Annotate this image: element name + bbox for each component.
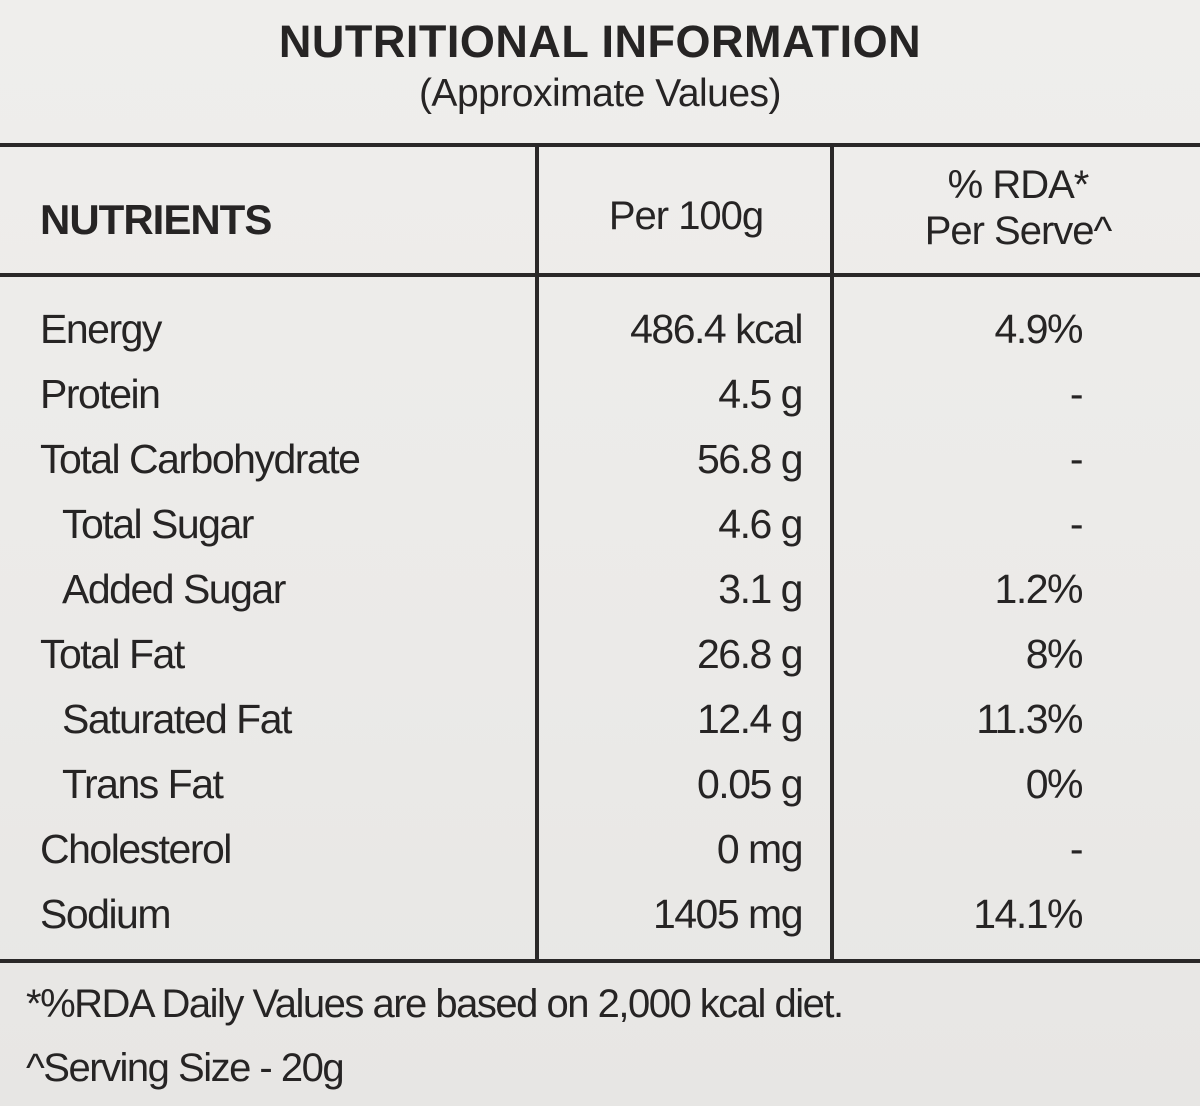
- table-row: Protein 4.5 g -: [0, 371, 1200, 436]
- table-row: Saturated Fat 12.4 g 11.3%: [0, 696, 1200, 761]
- footnote-rda: *%RDA Daily Values are based on 2,000 kc…: [26, 982, 844, 1026]
- nutrient-rda: 0%: [1025, 761, 1084, 807]
- nutrient-rda: 8%: [1025, 631, 1084, 677]
- nutrient-name: Protein: [40, 371, 161, 417]
- nutrient-value: 12.4 g: [697, 696, 804, 742]
- header-rda-line2: Per Serve^: [924, 209, 1113, 253]
- nutrient-rda: -: [1069, 436, 1084, 482]
- nutrient-value: 26.8 g: [697, 631, 804, 677]
- nutrient-name: Total Fat: [40, 631, 185, 677]
- nutrient-name: Saturated Fat: [62, 696, 292, 742]
- nutrient-rows: Energy 486.4 kcal 4.9% Protein 4.5 g - T…: [0, 306, 1200, 956]
- footnote-serving-size: ^Serving Size - 20g: [26, 1046, 345, 1090]
- table-row: Total Carbohydrate 56.8 g -: [0, 436, 1200, 501]
- table-row: Cholesterol 0 mg -: [0, 826, 1200, 891]
- nutrient-rda: -: [1069, 371, 1084, 417]
- nutrient-name: Sodium: [40, 891, 172, 937]
- nutrient-rda: 11.3%: [976, 696, 1083, 742]
- nutrient-name: Cholesterol: [40, 826, 232, 872]
- nutrient-value: 0.05 g: [697, 761, 804, 807]
- label-title: NUTRITIONAL INFORMATION: [278, 16, 922, 67]
- table-row: Energy 486.4 kcal 4.9%: [0, 306, 1200, 371]
- header-rda-line1: % RDA*: [947, 163, 1090, 207]
- nutrient-value: 56.8 g: [697, 436, 804, 482]
- header-per-100g: Per 100g: [608, 194, 764, 238]
- nutrient-value: 3.1 g: [718, 566, 803, 612]
- nutrient-name: Total Carbohydrate: [40, 436, 361, 482]
- nutrient-rda: 4.9%: [994, 306, 1084, 352]
- label-subtitle: (Approximate Values): [418, 72, 782, 115]
- nutrient-rda: -: [1069, 501, 1084, 547]
- header-divider: [0, 273, 1200, 277]
- nutrient-name: Added Sugar: [62, 566, 286, 612]
- table-row: Added Sugar 3.1 g 1.2%: [0, 566, 1200, 631]
- nutrient-value: 1405 mg: [652, 891, 804, 937]
- table-row: Sodium 1405 mg 14.1%: [0, 891, 1200, 956]
- header-nutrients: NUTRIENTS: [40, 196, 272, 243]
- nutrient-value: 0 mg: [716, 826, 804, 872]
- table-row: Total Sugar 4.6 g -: [0, 501, 1200, 566]
- nutrient-value: 4.5 g: [718, 371, 803, 417]
- header-rda: % RDA* Per Serve^: [836, 162, 1200, 254]
- table-row: Total Fat 26.8 g 8%: [0, 631, 1200, 696]
- column-divider-1: [535, 143, 539, 963]
- nutrient-value: 486.4 kcal: [630, 306, 803, 352]
- nutrient-name: Trans Fat: [62, 761, 224, 807]
- table-bottom-border: [0, 959, 1200, 963]
- table-top-border: [0, 143, 1200, 147]
- table-row: Trans Fat 0.05 g 0%: [0, 761, 1200, 826]
- nutrient-name: Total Sugar: [62, 501, 254, 547]
- nutrient-name: Energy: [40, 306, 162, 352]
- nutrient-rda: 1.2%: [994, 566, 1084, 612]
- column-divider-2: [830, 143, 834, 963]
- nutrient-rda: 14.1%: [973, 891, 1083, 937]
- nutrient-value: 4.6 g: [718, 501, 803, 547]
- nutrient-rda: -: [1069, 826, 1084, 872]
